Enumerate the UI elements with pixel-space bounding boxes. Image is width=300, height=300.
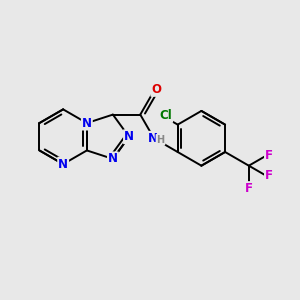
Text: N: N — [108, 152, 118, 165]
Text: N: N — [148, 132, 158, 145]
Text: O: O — [151, 83, 161, 96]
Text: F: F — [265, 169, 273, 182]
Text: H: H — [156, 135, 164, 145]
Text: N: N — [82, 117, 92, 130]
Text: F: F — [245, 182, 253, 195]
Text: Cl: Cl — [160, 109, 172, 122]
Text: F: F — [265, 149, 273, 162]
Text: N: N — [124, 130, 134, 143]
Text: N: N — [58, 158, 68, 171]
